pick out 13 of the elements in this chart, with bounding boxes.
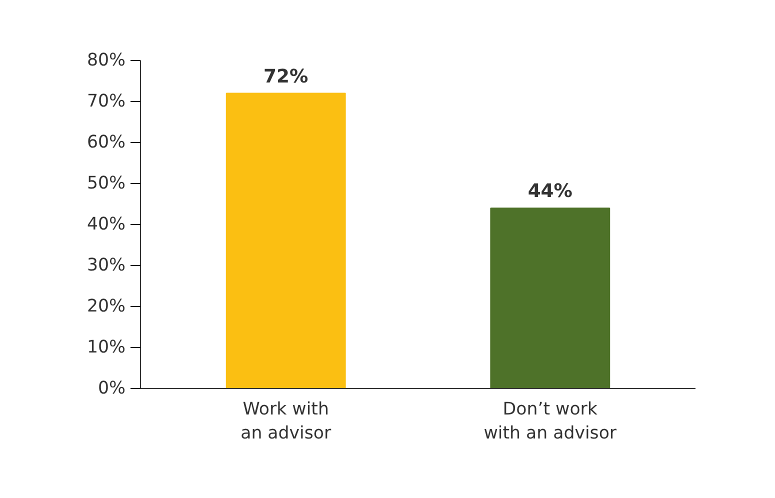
x-tick-label: Work with an advisor (240, 400, 332, 444)
y-tick-label: 30% (86, 256, 126, 276)
y-tick-label: 20% (86, 296, 126, 316)
y-tick-label: 70% (86, 92, 126, 112)
data-label: 44% (528, 181, 573, 202)
y-tick-label: 40% (86, 214, 126, 234)
y-tick-label: 10% (86, 338, 126, 358)
x-tick-label: Don’t work with an advisor (484, 400, 618, 444)
y-tick-label: 0% (98, 378, 126, 398)
y-tick-label: 80% (86, 50, 126, 70)
y-tick-label: 50% (86, 174, 126, 194)
y-tick-label: 60% (86, 132, 126, 152)
data-label: 72% (264, 66, 308, 88)
